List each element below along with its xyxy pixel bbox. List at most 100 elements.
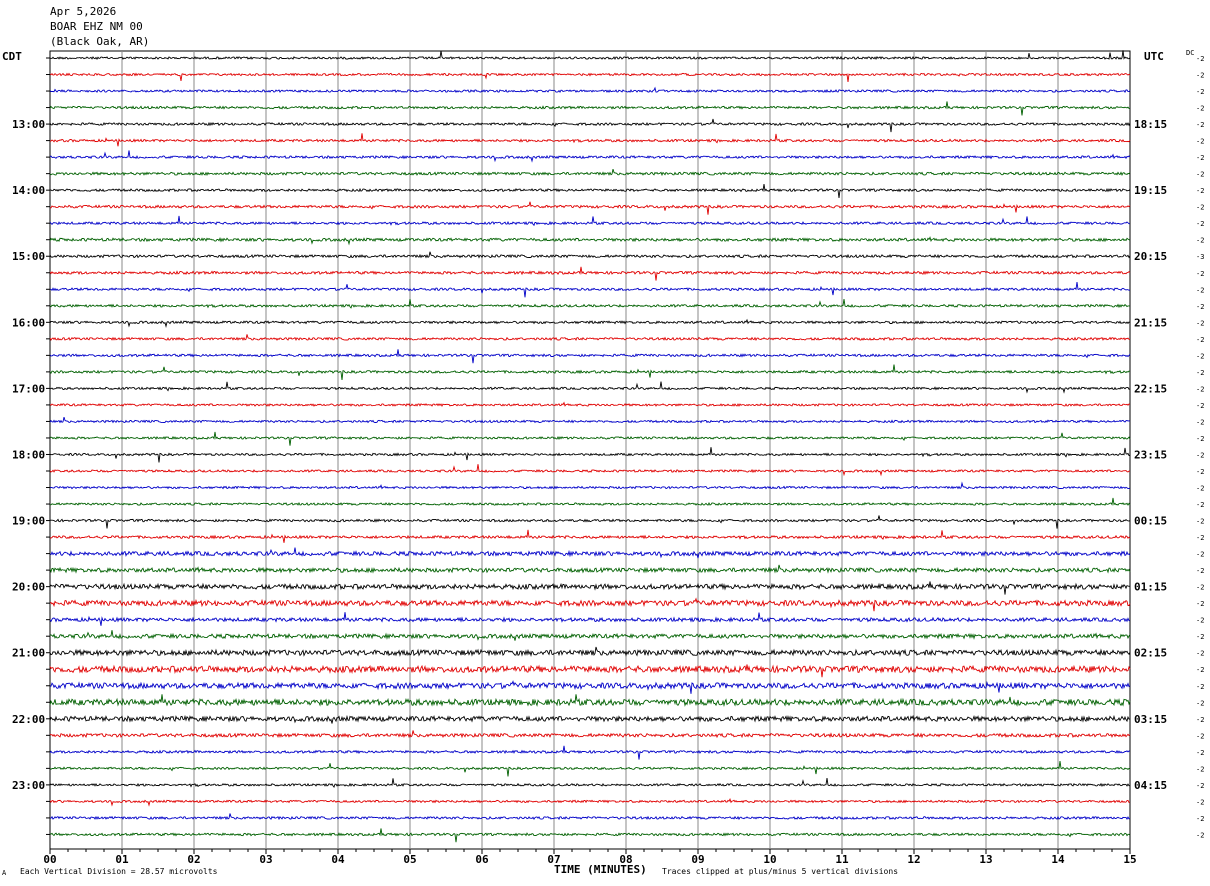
dc-offset-label: -2 — [1196, 485, 1204, 493]
dc-offset-label: -2 — [1196, 435, 1204, 443]
dc-offset-label: -2 — [1196, 831, 1204, 839]
x-axis-title: TIME (MINUTES) — [554, 863, 647, 876]
cdt-hour-label: 20:00 — [12, 581, 45, 594]
cdt-hour-label: 17:00 — [12, 382, 45, 395]
seismic-trace — [49, 318, 1131, 328]
utc-hour-label: 03:15 — [1134, 713, 1167, 726]
dc-offset-label: -2 — [1196, 683, 1204, 691]
dc-offset-label: -2 — [1196, 518, 1204, 526]
cdt-hour-label: 21:00 — [12, 647, 45, 660]
seismic-trace — [49, 730, 1131, 739]
cdt-hour-label: 15:00 — [12, 250, 45, 263]
seismic-trace — [49, 349, 1131, 364]
scale-note: Each Vertical Division = 28.57 microvolt… — [20, 867, 218, 876]
dc-offset-label: -2 — [1196, 319, 1204, 327]
dc-offset-label: -2 — [1196, 121, 1204, 129]
seismic-trace — [49, 364, 1131, 380]
x-tick-label: 15 — [1123, 853, 1136, 866]
x-tick-label: 09 — [691, 853, 704, 866]
dc-offset-header: DC — [1186, 49, 1195, 57]
station-id: BOAR EHZ NM 00 — [50, 20, 143, 33]
dc-offset-label: -2 — [1196, 567, 1204, 575]
right-timezone-label: UTC — [1144, 50, 1164, 63]
seismic-trace — [49, 86, 1131, 94]
seismic-trace — [49, 464, 1131, 477]
x-tick-label: 03 — [259, 853, 272, 866]
dc-offset-label: -2 — [1196, 55, 1204, 63]
dc-offset-label: -2 — [1196, 551, 1204, 559]
seismic-trace — [49, 581, 1131, 595]
cdt-hour-label: 14:00 — [12, 184, 45, 197]
utc-hour-label: 01:15 — [1134, 581, 1167, 594]
cdt-hour-label: 16:00 — [12, 316, 45, 329]
cdt-hour-label: 22:00 — [12, 713, 45, 726]
seismic-trace — [49, 215, 1130, 227]
seismic-trace — [50, 50, 1131, 60]
utc-hour-label: 00:15 — [1134, 515, 1167, 528]
seismic-trace — [49, 680, 1131, 694]
left-timezone-label: CDT — [2, 50, 22, 63]
seismic-trace — [49, 150, 1131, 163]
dc-offset-label: -2 — [1196, 418, 1204, 426]
dc-offset-label: -2 — [1196, 303, 1204, 311]
cdt-hour-label: 19:00 — [12, 515, 45, 528]
dc-offset-label: -2 — [1196, 138, 1204, 146]
dc-offset-label: -2 — [1196, 617, 1204, 625]
dc-offset-label: -2 — [1196, 369, 1204, 377]
dc-offset-label: -2 — [1196, 468, 1204, 476]
dc-offset-label: -2 — [1196, 220, 1204, 228]
x-tick-label: 00 — [43, 853, 56, 866]
dc-offset-label: -2 — [1196, 204, 1204, 212]
x-tick-label: 08 — [619, 853, 632, 866]
dc-offset-label: -3 — [1196, 253, 1204, 261]
seismic-trace — [49, 281, 1131, 298]
seismic-trace — [49, 694, 1131, 708]
dc-offset-label: -2 — [1196, 451, 1204, 459]
seismic-trace — [49, 798, 1131, 807]
seismic-trace — [49, 497, 1131, 507]
seismic-trace — [49, 416, 1131, 424]
dc-offset-label: -2 — [1196, 385, 1204, 393]
station-location: (Black Oak, AR) — [50, 35, 150, 48]
dc-offset-label: -2 — [1196, 765, 1204, 773]
seismic-trace — [49, 813, 1131, 821]
dc-offset-label: -2 — [1196, 72, 1204, 80]
seismic-trace — [49, 184, 1131, 199]
seismic-trace — [49, 646, 1131, 657]
dc-offset-label: -2 — [1196, 650, 1204, 658]
seismic-trace — [49, 745, 1130, 760]
clip-note: Traces clipped at plus/minus 5 vertical … — [662, 867, 899, 876]
utc-hour-label: 23:15 — [1134, 448, 1167, 461]
x-tick-label: 06 — [475, 853, 489, 866]
dc-offset-label: -2 — [1196, 633, 1204, 641]
seismic-trace — [49, 778, 1130, 789]
seismic-trace — [49, 299, 1130, 309]
seismic-trace — [49, 334, 1131, 341]
dc-offset-label: -2 — [1196, 336, 1204, 344]
seismic-trace — [49, 101, 1131, 116]
x-tick-label: 13 — [979, 853, 992, 866]
utc-hour-label: 20:15 — [1134, 250, 1167, 263]
x-tick-label: 04 — [331, 853, 345, 866]
dc-offset-label: -2 — [1196, 187, 1204, 195]
x-tick-label: 07 — [547, 853, 560, 866]
utc-hour-label: 22:15 — [1134, 382, 1167, 395]
corner-mark: A — [2, 869, 7, 877]
x-tick-label: 12 — [907, 853, 920, 866]
x-tick-label: 05 — [403, 853, 416, 866]
seismic-trace — [49, 431, 1131, 446]
seismic-trace — [49, 547, 1131, 559]
seismic-trace — [49, 529, 1131, 543]
seismic-trace — [49, 72, 1131, 83]
utc-hour-label: 19:15 — [1134, 184, 1167, 197]
seismic-trace — [49, 168, 1131, 177]
dc-offset-label: -2 — [1196, 699, 1204, 707]
utc-hour-label: 18:15 — [1134, 118, 1167, 131]
dc-offset-label: -2 — [1196, 286, 1204, 294]
dc-offset-label: -2 — [1196, 732, 1204, 740]
dc-offset-label: -2 — [1196, 270, 1204, 278]
dc-offset-label: -2 — [1196, 749, 1204, 757]
dc-offset-label: -2 — [1196, 105, 1204, 113]
cdt-hour-label: 13:00 — [12, 118, 45, 131]
